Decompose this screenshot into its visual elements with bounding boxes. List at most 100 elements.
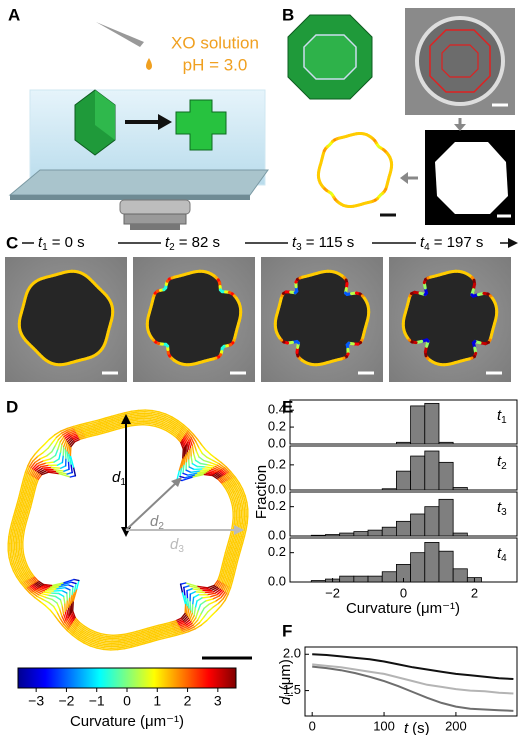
symbol-label: t3 (497, 499, 507, 518)
symbol: t (404, 720, 409, 735)
contour-segment (368, 315, 369, 318)
contour-segment (240, 504, 241, 511)
contour-segment (105, 643, 112, 644)
contour-segment (8, 537, 9, 544)
contour-segment (184, 586, 189, 588)
contour-segment (201, 621, 206, 625)
histogram-bar (453, 569, 467, 582)
contour-segment (64, 469, 69, 471)
contour-segment (67, 600, 68, 609)
contour-segment (21, 536, 22, 542)
contour-segment (240, 315, 241, 318)
contour-segment (58, 442, 60, 449)
contour-segment (145, 412, 152, 413)
subscript: i (285, 694, 296, 696)
x-tick-label: 100 (373, 718, 395, 733)
subscript: 4 (424, 242, 430, 253)
histogram-bar (325, 535, 339, 536)
contour-segment (144, 418, 151, 419)
contour-segment (41, 465, 49, 466)
contour-segment (98, 643, 105, 644)
contour-segment (62, 455, 63, 462)
contour-segment (46, 597, 53, 599)
contour-segment (246, 516, 247, 523)
contour-segment (54, 615, 58, 620)
histogram-bar (425, 507, 439, 536)
histogram-bar (340, 533, 354, 536)
axes-frame (290, 400, 517, 444)
x-tick-label: −2 (325, 585, 340, 600)
subscript: 4 (501, 553, 507, 564)
subscript: 1 (120, 477, 126, 488)
histogram-bar (311, 581, 325, 582)
contour-segment (74, 467, 76, 476)
figure: A B C D E F XO solution pH = 3.0 t1= 0 s… (0, 0, 521, 735)
contour-segment (48, 595, 55, 596)
contour-segment (242, 517, 243, 524)
contour-segment (65, 449, 66, 459)
contour-segment (49, 435, 54, 439)
contour-segment (184, 587, 185, 595)
y-tick-label: 0.0 (268, 435, 286, 450)
subscript: 3 (296, 242, 302, 253)
contour-segment (74, 580, 79, 581)
contour-segment (15, 530, 16, 536)
contour-segment (13, 550, 14, 557)
contour-segment (152, 411, 159, 412)
colorbar (18, 668, 236, 688)
contour-segment (131, 422, 137, 423)
contour-segment (43, 448, 48, 452)
contour-segment (201, 601, 206, 605)
contour-segment (65, 588, 70, 590)
contour-segment (131, 417, 138, 418)
contour-segment (200, 464, 207, 465)
contour-segment (189, 451, 190, 460)
contour-segment (99, 640, 105, 641)
contour-segment (186, 607, 187, 615)
contour-segment (100, 637, 106, 638)
contour-segment (131, 419, 137, 420)
contour-segment (193, 598, 194, 605)
colorbar-tick-label: −1 (89, 693, 105, 709)
contour-segment (191, 457, 192, 464)
histogram-bar (396, 471, 410, 490)
histogram-bar (382, 527, 396, 536)
y-tick-label: 0.2 (268, 456, 286, 471)
contour-segment (60, 600, 62, 606)
histogram-bar (439, 499, 453, 536)
contour-segment (150, 420, 156, 421)
contour-segment (35, 449, 40, 454)
contour-segment (98, 645, 105, 646)
colorbar-tick-label: −3 (28, 693, 44, 709)
symbol-label: d3 (170, 536, 184, 555)
contour-segment (247, 516, 248, 523)
contour-segment (194, 595, 199, 598)
contour-segment (50, 610, 54, 615)
y-tick-label: 0.2 (268, 498, 286, 513)
contour-segment (200, 617, 204, 622)
contour-segment (41, 456, 47, 459)
subscript: 2 (169, 242, 175, 253)
contour-segment (191, 471, 200, 472)
contour-segment (246, 523, 247, 530)
histogram-bar (411, 456, 425, 490)
histogram-bar (411, 553, 425, 582)
reagent-label: XO solution (171, 33, 259, 52)
contour-segment (199, 448, 202, 454)
contour-segment (62, 591, 67, 593)
text: (s) (412, 720, 430, 735)
contour-segment (193, 446, 194, 454)
contour-segment (205, 592, 214, 593)
panel-label: B (282, 5, 294, 24)
colorbar-label: Curvature (μm⁻¹) (70, 713, 184, 730)
contour-segment (18, 536, 19, 542)
contour-segment (236, 518, 237, 524)
contour-segment (206, 450, 211, 454)
histogram-bar (425, 451, 439, 490)
contour-segment (39, 463, 46, 465)
contour-segment (41, 594, 49, 596)
contour-segment (194, 608, 195, 616)
contour-segment (61, 444, 62, 452)
contour-segment (51, 455, 56, 459)
contour-segment (244, 523, 245, 530)
